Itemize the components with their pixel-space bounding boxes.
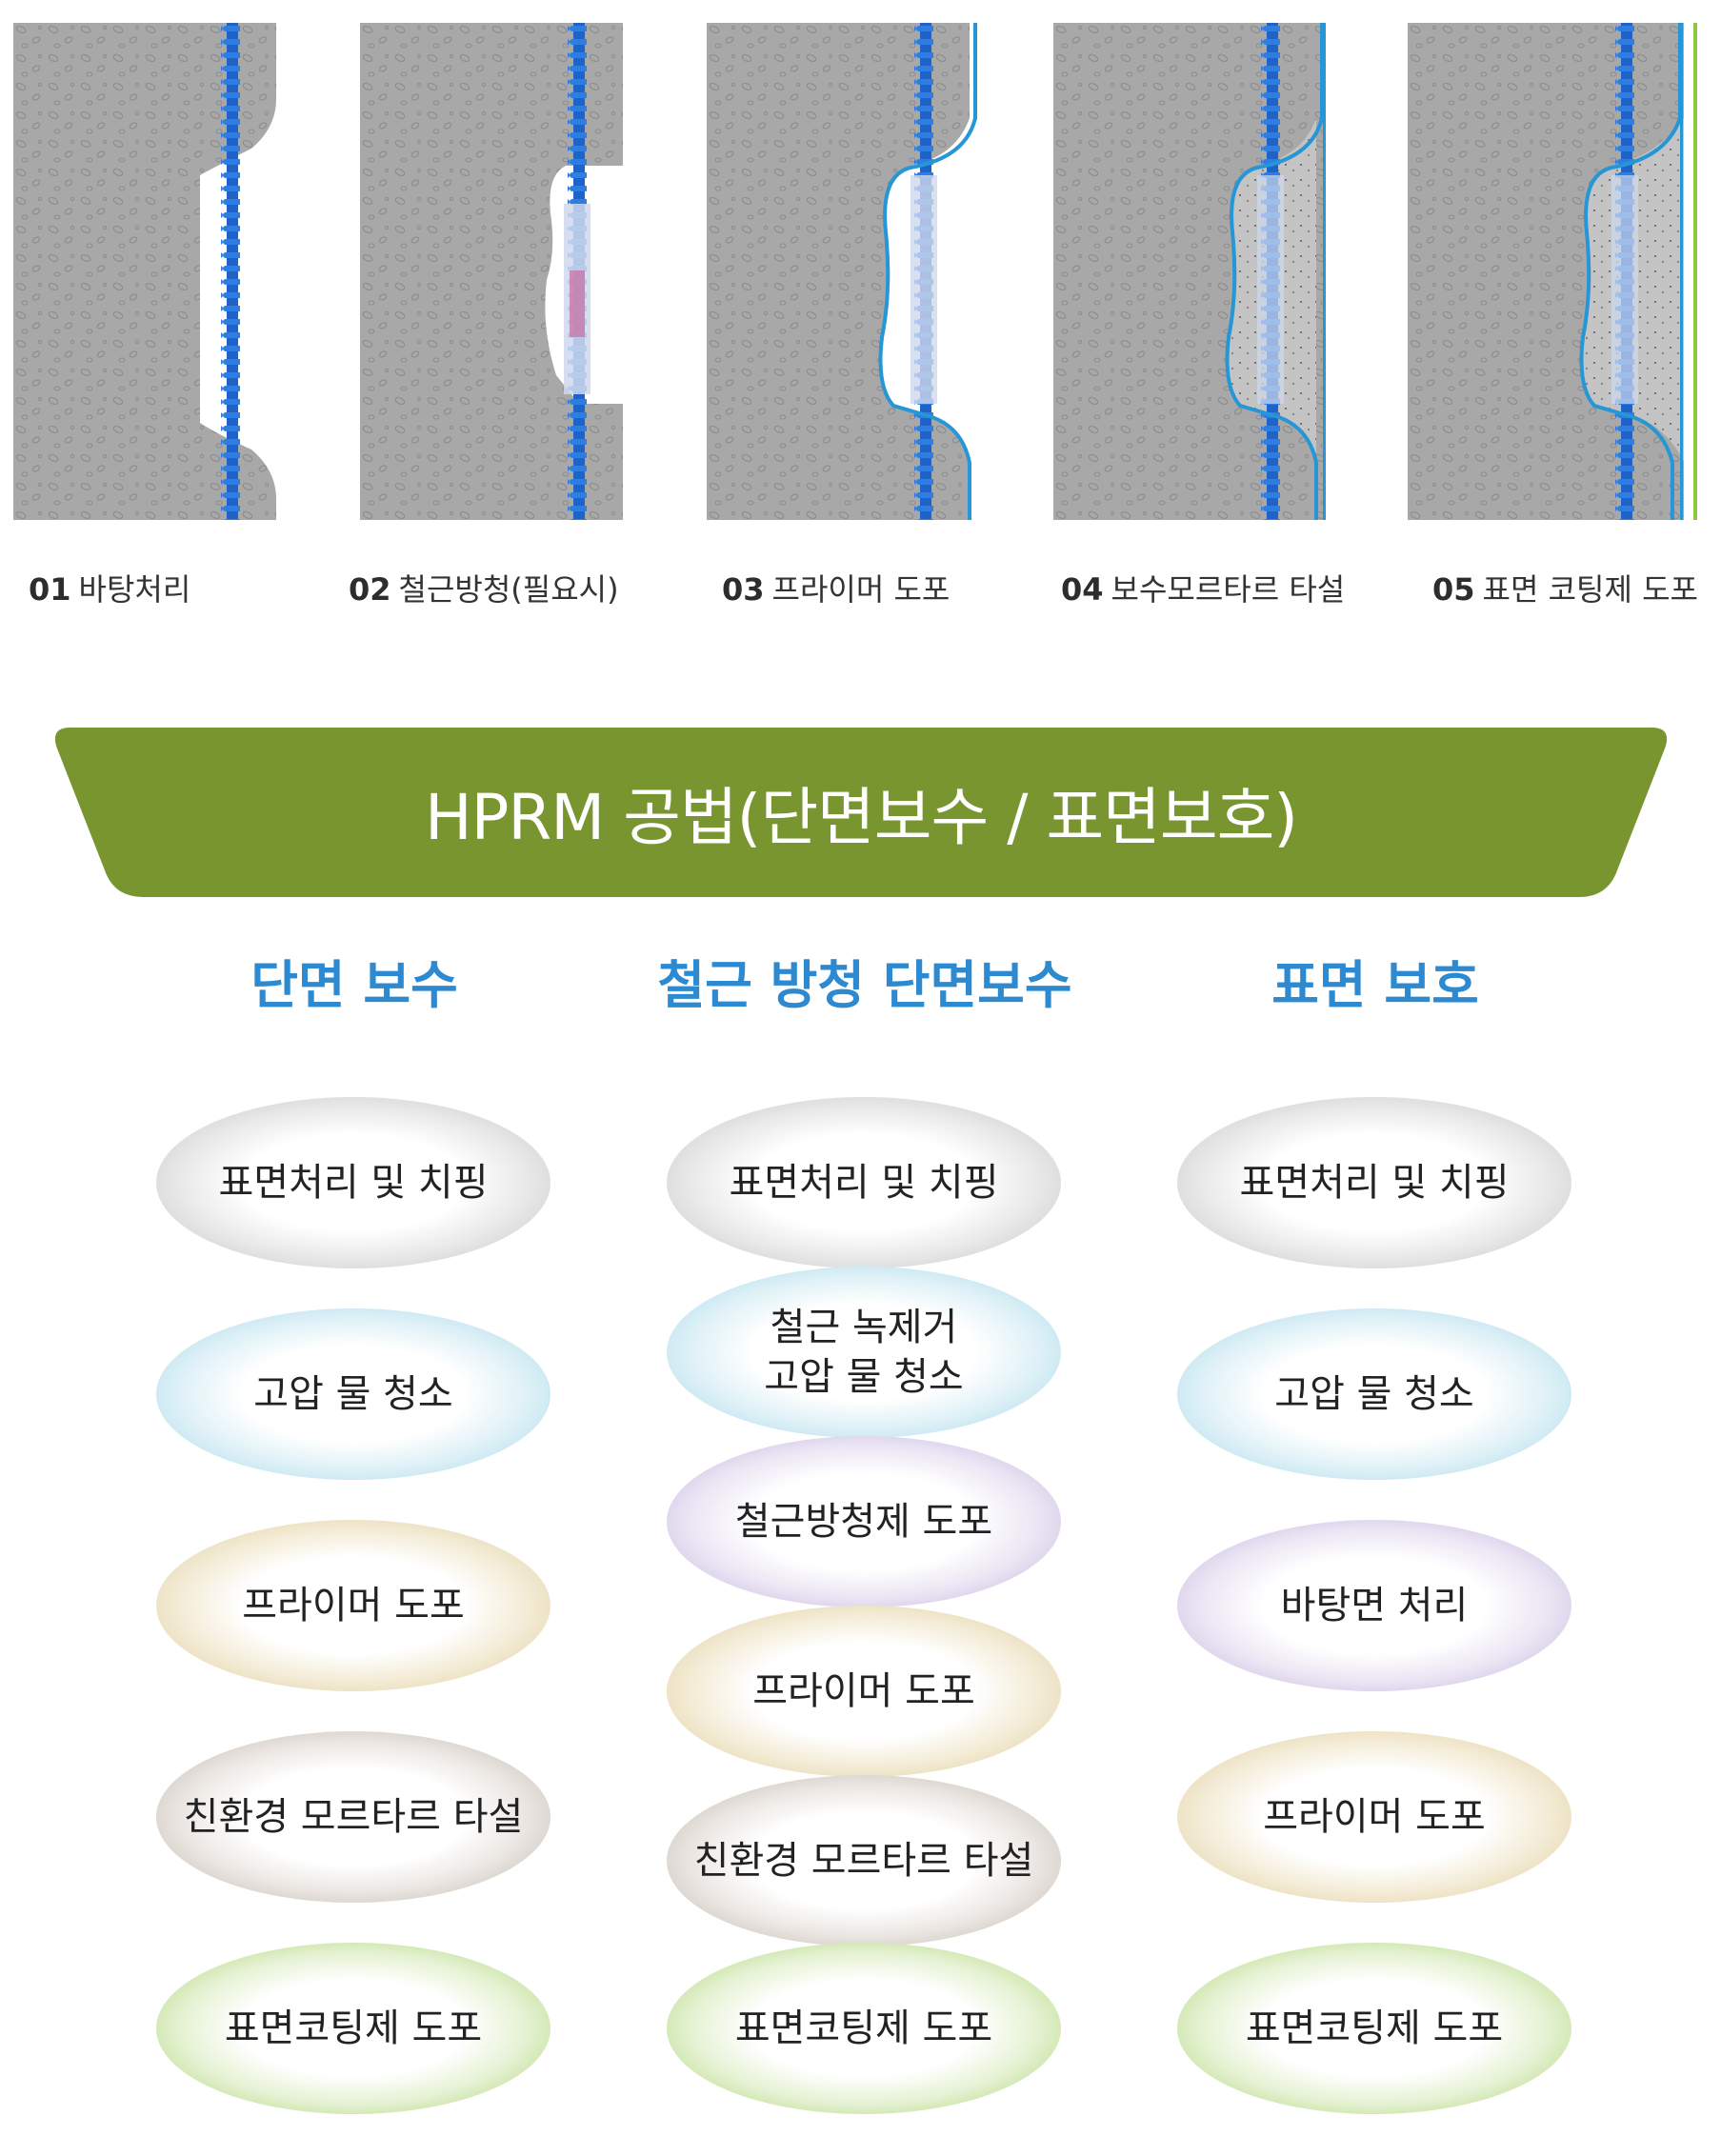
- step-number: 05: [1432, 571, 1475, 608]
- process-step: 표면코팅제 도포: [667, 1943, 1061, 2114]
- column-title-section-repair: 단면 보수: [250, 955, 458, 1015]
- step-number: 02: [349, 571, 391, 608]
- step-panel-01: [13, 23, 286, 520]
- step-text: 프라이머 도포: [771, 571, 951, 608]
- column-title-surface-protection: 표면 보호: [1271, 955, 1479, 1015]
- step-number: 03: [722, 571, 765, 608]
- title-banner: [54, 728, 1668, 897]
- process-step: 바탕면 처리: [1177, 1520, 1571, 1691]
- process-step: 철근방청제 도포: [667, 1436, 1061, 1607]
- step-text: 철근방청(필요시): [398, 571, 619, 608]
- step-number: 01: [29, 571, 71, 608]
- process-step: 철근 녹제거 고압 물 청소: [667, 1267, 1061, 1438]
- process-step: 고압 물 청소: [1177, 1308, 1571, 1480]
- banner-title: HPRM 공법(단면보수 / 표면보호): [424, 781, 1298, 854]
- process-step: 프라이머 도포: [1177, 1731, 1571, 1903]
- step-text: 바탕처리: [78, 571, 191, 608]
- process-step: 친환경 모르타르 타설: [156, 1731, 550, 1903]
- process-step: 고압 물 청소: [156, 1308, 550, 1480]
- step-panel-04: [1053, 23, 1326, 520]
- step-label-02: 02 철근방청(필요시): [349, 566, 619, 609]
- step-panel-03: [707, 23, 979, 520]
- column-title-rebar-repair: 철근 방청 단면보수: [657, 955, 1072, 1015]
- step-text: 표면 코팅제 도포: [1482, 571, 1698, 608]
- process-step: 프라이머 도포: [667, 1606, 1061, 1777]
- process-step: 표면코팅제 도포: [156, 1943, 550, 2114]
- process-step: 프라이머 도포: [156, 1520, 550, 1691]
- step-panel-05: [1408, 23, 1699, 520]
- process-step: 표면처리 및 치핑: [156, 1097, 550, 1268]
- process-step: 표면처리 및 치핑: [1177, 1097, 1571, 1268]
- step-label-05: 05 표면 코팅제 도포: [1432, 566, 1698, 609]
- process-step: 표면처리 및 치핑: [667, 1097, 1061, 1268]
- step-label-04: 04 보수모르타르 타설: [1061, 566, 1345, 609]
- step-number: 04: [1061, 571, 1104, 608]
- step-label-03: 03 프라이머 도포: [722, 566, 950, 609]
- process-step: 친환경 모르타르 타설: [667, 1775, 1061, 1946]
- step-text: 보수모르타르 타설: [1111, 571, 1346, 608]
- step-label-01: 01 바탕처리: [29, 566, 190, 609]
- step-panel-02: [360, 23, 632, 520]
- process-step: 표면코팅제 도포: [1177, 1943, 1571, 2114]
